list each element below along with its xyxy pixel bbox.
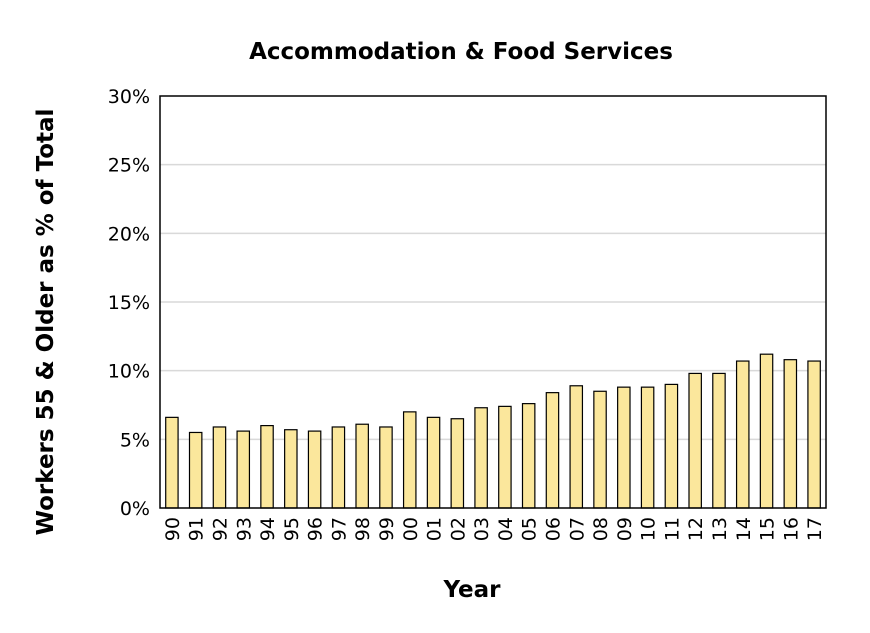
bar-14 bbox=[735, 360, 750, 509]
x-tick-label: 92 bbox=[209, 517, 231, 541]
x-tick-label: 03 bbox=[471, 517, 493, 541]
x-tick-label: 98 bbox=[352, 517, 374, 541]
x-axis-ticks: 90 91 92 93 94 95 96 97 98 99 00 01 02 03 04 05 06 07 08 09… bbox=[162, 517, 826, 541]
y-tick-label: 30% bbox=[108, 86, 150, 108]
y-tick-label: 10% bbox=[108, 361, 150, 383]
bars bbox=[165, 353, 821, 509]
x-tick-label: 09 bbox=[614, 517, 636, 541]
bar-08 bbox=[593, 390, 607, 509]
x-tick-label: 95 bbox=[281, 517, 303, 541]
x-tick-label: 11 bbox=[661, 517, 683, 541]
bar-94 bbox=[260, 425, 274, 509]
bar-13 bbox=[712, 372, 726, 509]
x-tick-label: 17 bbox=[804, 517, 826, 541]
y-tick-label: 0% bbox=[120, 498, 150, 520]
bar-16 bbox=[783, 359, 798, 509]
x-tick-label: 93 bbox=[233, 517, 255, 541]
x-tick-label: 10 bbox=[638, 517, 660, 541]
y-axis-label: Workers 55 & Older as % of Total bbox=[33, 109, 59, 536]
x-tick-label: 90 bbox=[162, 517, 184, 541]
x-tick-label: 13 bbox=[709, 517, 731, 541]
x-tick-label: 07 bbox=[566, 517, 588, 541]
x-tick-label: 02 bbox=[447, 517, 469, 541]
bar-11 bbox=[664, 383, 679, 509]
bar-01 bbox=[426, 416, 441, 509]
x-tick-label: 94 bbox=[257, 517, 279, 541]
bar-04 bbox=[498, 405, 512, 509]
bar-15 bbox=[759, 353, 774, 509]
bar-93 bbox=[236, 430, 251, 509]
bar-07 bbox=[569, 385, 584, 509]
gridlines bbox=[160, 163, 826, 441]
bar-10 bbox=[640, 386, 655, 509]
x-tick-label: 01 bbox=[424, 517, 446, 541]
bar-97 bbox=[331, 426, 346, 509]
x-tick-label: 05 bbox=[519, 517, 541, 541]
bar-96 bbox=[307, 430, 322, 509]
x-tick-label: 91 bbox=[186, 517, 208, 541]
chart-title: Accommodation & Food Services bbox=[249, 39, 673, 65]
x-tick-label: 04 bbox=[495, 517, 517, 541]
x-tick-label: 96 bbox=[305, 517, 327, 541]
x-tick-label: 14 bbox=[733, 517, 755, 541]
bar-00 bbox=[402, 411, 417, 509]
bar-17 bbox=[807, 360, 821, 509]
bar-98 bbox=[355, 423, 369, 509]
x-tick-label: 06 bbox=[542, 517, 564, 541]
x-tick-label: 08 bbox=[590, 517, 612, 541]
bar-12 bbox=[688, 372, 702, 509]
x-axis-label: Year bbox=[442, 577, 501, 603]
bar-92 bbox=[212, 426, 227, 509]
bar-03 bbox=[474, 407, 488, 509]
y-tick-label: 15% bbox=[108, 292, 150, 314]
y-tick-label: 20% bbox=[108, 223, 150, 245]
bar-05 bbox=[521, 403, 536, 509]
bar-99 bbox=[379, 426, 393, 509]
plot-area bbox=[159, 95, 827, 509]
x-tick-label: 15 bbox=[757, 517, 779, 541]
bar-90 bbox=[165, 416, 179, 509]
x-tick-label: 99 bbox=[376, 517, 398, 541]
bar-02 bbox=[450, 418, 465, 509]
x-tick-label: 97 bbox=[328, 517, 350, 541]
x-tick-label: 16 bbox=[780, 517, 802, 541]
y-tick-label: 25% bbox=[108, 155, 150, 177]
bar-95 bbox=[284, 429, 298, 509]
bar-91 bbox=[188, 431, 203, 509]
y-tick-label: 5% bbox=[120, 429, 150, 451]
y-axis-ticks: 0% 5% 10% 15% 20% 25% 30% bbox=[108, 86, 150, 520]
bar-09 bbox=[617, 386, 631, 509]
x-tick-label: 00 bbox=[400, 517, 422, 541]
bar-06 bbox=[545, 392, 560, 509]
x-tick-label: 12 bbox=[685, 517, 707, 541]
